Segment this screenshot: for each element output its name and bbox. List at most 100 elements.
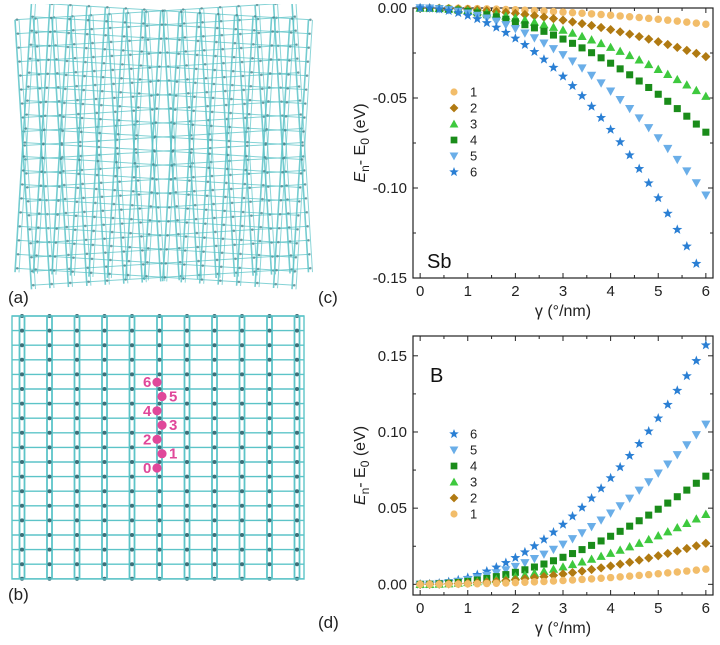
data-point bbox=[586, 492, 597, 503]
data-point bbox=[549, 577, 558, 585]
data-point bbox=[691, 431, 701, 440]
data-point bbox=[520, 29, 530, 38]
moire-atom bbox=[110, 54, 114, 58]
moire-atom bbox=[242, 196, 246, 200]
lattice-atom bbox=[295, 430, 299, 435]
data-point bbox=[500, 27, 511, 37]
data-point bbox=[653, 192, 664, 203]
data-point bbox=[577, 566, 587, 576]
data-point bbox=[538, 534, 549, 544]
legend-marker bbox=[449, 103, 459, 113]
data-point bbox=[615, 27, 625, 37]
legend-label: 2 bbox=[470, 491, 477, 506]
moire-atom bbox=[277, 240, 280, 244]
moire-column-bond bbox=[106, 8, 125, 278]
data-point bbox=[473, 579, 482, 588]
data-point bbox=[558, 562, 568, 571]
moire-atom bbox=[277, 226, 281, 230]
data-point bbox=[492, 579, 501, 587]
moire-atom bbox=[209, 138, 212, 142]
moire-atom bbox=[212, 82, 216, 86]
data-point bbox=[605, 472, 616, 483]
moire-atom bbox=[237, 280, 241, 284]
moire-row-bond bbox=[14, 4, 295, 21]
legend-marker bbox=[450, 88, 458, 96]
moire-atom bbox=[297, 85, 301, 88]
panel-label-b: (b) bbox=[8, 585, 29, 604]
moire-atom bbox=[30, 255, 33, 259]
lattice-atom bbox=[75, 328, 79, 333]
data-point bbox=[596, 483, 607, 493]
lattice-atom bbox=[47, 401, 52, 406]
data-point bbox=[615, 136, 626, 147]
moire-atom bbox=[290, 17, 294, 20]
moire-atom bbox=[119, 194, 122, 197]
moire-atom bbox=[120, 222, 124, 225]
moire-atom bbox=[301, 144, 305, 147]
lattice-atom bbox=[185, 372, 189, 377]
moire-atom bbox=[137, 193, 141, 196]
moire-atom bbox=[35, 31, 38, 34]
data-point bbox=[586, 564, 597, 575]
lattice-atom bbox=[267, 357, 272, 362]
data-point bbox=[567, 559, 578, 569]
moire-atom bbox=[250, 214, 253, 218]
moire-atom bbox=[31, 283, 35, 287]
lattice-border bbox=[11, 315, 305, 580]
moire-atom bbox=[99, 181, 103, 185]
moire-atom bbox=[295, 43, 298, 46]
moire-atom bbox=[99, 117, 102, 121]
lattice-atom bbox=[20, 357, 24, 362]
moire-atom bbox=[232, 55, 236, 59]
moire-atom bbox=[74, 214, 78, 218]
data-point bbox=[701, 91, 711, 100]
data-point bbox=[625, 557, 635, 567]
lattice-atom bbox=[267, 416, 272, 421]
moire-atom bbox=[172, 136, 175, 139]
moire-atom bbox=[115, 160, 118, 164]
data-point bbox=[510, 562, 521, 572]
data-point bbox=[692, 19, 701, 27]
data-point bbox=[643, 425, 654, 436]
moire-atom bbox=[304, 102, 307, 105]
lattice-atom bbox=[212, 357, 217, 362]
moire-atom bbox=[167, 206, 171, 209]
moire-atom bbox=[92, 69, 96, 73]
moire-atom bbox=[129, 231, 132, 235]
moire-atom bbox=[137, 92, 141, 95]
lattice-atom bbox=[102, 489, 107, 494]
moire-atom bbox=[288, 240, 292, 243]
moire-atom bbox=[100, 103, 103, 107]
moire-atom bbox=[68, 17, 71, 21]
data-point bbox=[664, 499, 672, 507]
lattice-atom bbox=[75, 416, 79, 421]
moire-atom bbox=[105, 279, 109, 282]
moire-atom bbox=[19, 74, 22, 77]
data-point bbox=[464, 580, 472, 588]
lattice-atom bbox=[240, 445, 244, 450]
moire-atom bbox=[47, 58, 50, 62]
data-points bbox=[415, 339, 711, 589]
legend-label: 6 bbox=[470, 165, 477, 180]
moire-atom bbox=[134, 148, 138, 151]
moire-atom bbox=[307, 46, 311, 50]
lattice-atom bbox=[75, 401, 79, 406]
lattice-atom bbox=[295, 533, 299, 537]
moire-atom bbox=[259, 59, 262, 63]
moire-atom bbox=[35, 45, 39, 48]
x-tick-label: 6 bbox=[702, 600, 710, 617]
moire-atom bbox=[19, 88, 23, 91]
moire-atom bbox=[100, 195, 104, 199]
data-point bbox=[520, 9, 530, 20]
moire-atom bbox=[292, 283, 296, 287]
y-tick-label: -0.15 bbox=[373, 270, 407, 287]
data-point bbox=[625, 12, 634, 21]
data-point bbox=[519, 546, 530, 557]
moire-atom bbox=[50, 4, 54, 6]
moire-atom bbox=[139, 221, 142, 224]
lattice-atom bbox=[130, 372, 134, 377]
moire-atom bbox=[308, 32, 311, 36]
lattice-atom bbox=[75, 489, 79, 494]
data-point bbox=[567, 511, 578, 521]
moire-atom bbox=[34, 268, 38, 271]
